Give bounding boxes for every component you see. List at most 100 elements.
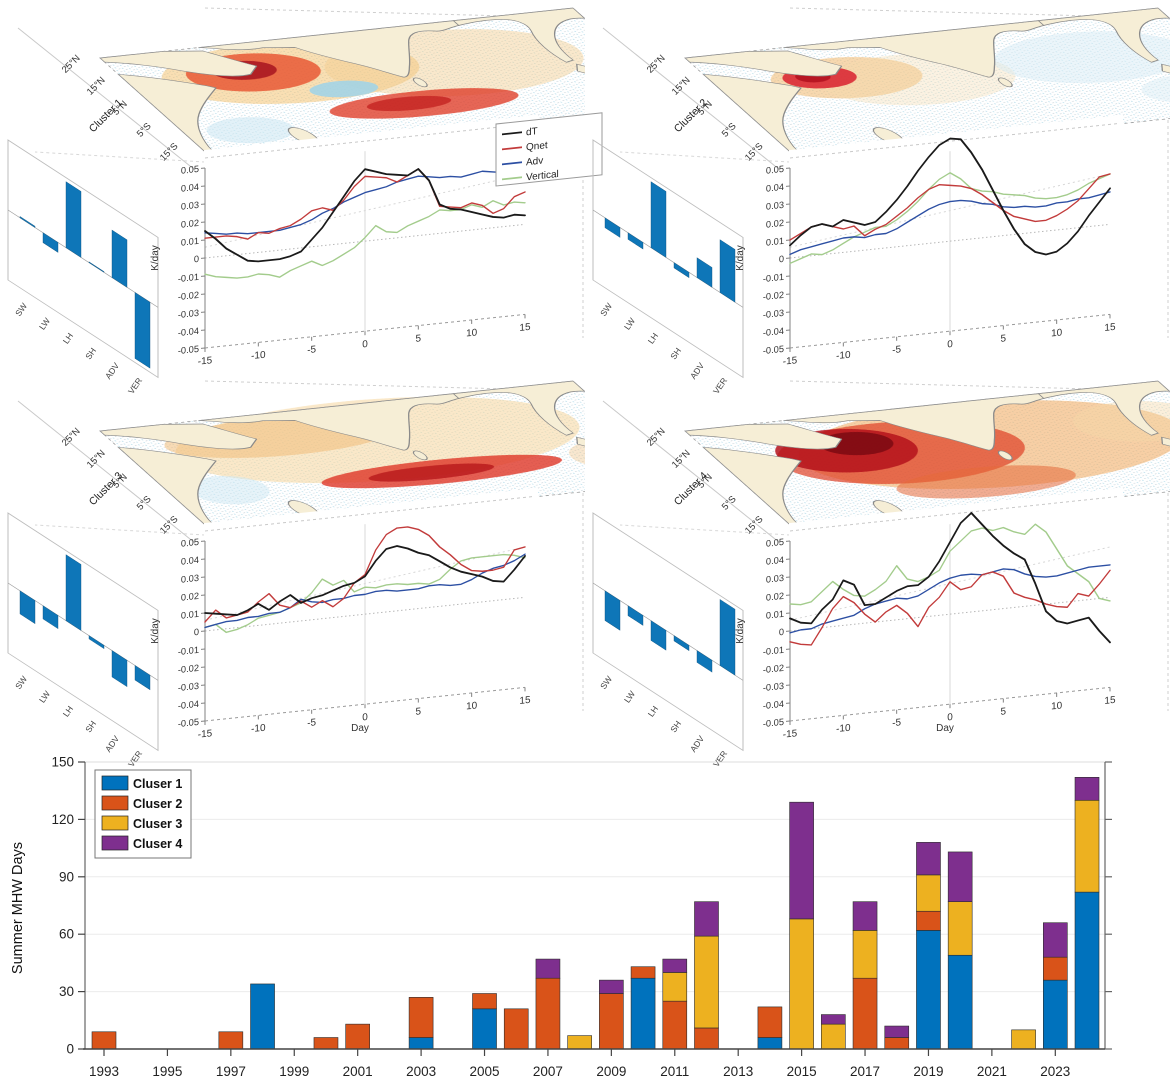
svg-text:2015: 2015: [787, 1064, 817, 1079]
timeseries-plot: 0.05 0.04 0.03 0.02 0.01 0 -0.01 -0.02 -0.03 -0.0…: [178, 488, 538, 741]
lat-label: 15°N: [85, 75, 108, 98]
map-face: [684, 7, 1170, 159]
svg-text:-0.03: -0.03: [763, 681, 784, 693]
svg-text:120: 120: [51, 812, 74, 827]
map-face: [99, 380, 585, 532]
svg-text:10: 10: [466, 700, 478, 712]
stacked-legend: Cluser 1 Cluser 2 Cluser 3 Cluser 4: [94, 769, 192, 859]
svg-text:5: 5: [1001, 333, 1007, 345]
svg-text:-0.05: -0.05: [178, 717, 199, 729]
svg-text:-5: -5: [307, 344, 316, 356]
svg-text:-5: -5: [892, 717, 901, 729]
lat-label: 15°N: [85, 448, 108, 471]
series-Vertical: [204, 200, 526, 279]
svg-text:0.04: 0.04: [766, 555, 784, 567]
svg-text:-0.04: -0.04: [763, 326, 784, 338]
stacked-bars-plot: 0 30 60 90 120 150 1993 1995 1997 1999 2001 2003 200…: [51, 755, 1112, 1079]
svg-text:2009: 2009: [596, 1064, 626, 1079]
svg-text:2005: 2005: [469, 1064, 499, 1079]
svg-text:-0.02: -0.02: [763, 663, 784, 675]
svg-text:-15: -15: [198, 355, 213, 368]
timeseries-plot: 0.05 0.04 0.03 0.02 0.01 0 -0.01 -0.02 -0.03 -0.0…: [178, 115, 538, 368]
svg-text:-0.05: -0.05: [763, 717, 784, 729]
svg-text:0.05: 0.05: [766, 537, 784, 549]
svg-text:SH: SH: [83, 346, 98, 361]
legend-line-adv: [502, 161, 522, 166]
lat-label: 15°S: [158, 514, 180, 536]
series-Vertical: [789, 172, 1111, 265]
legend-line-dT: [502, 131, 522, 136]
kday-axis-label: K/day: [150, 245, 161, 271]
map-face: [684, 380, 1170, 532]
legend-label-cluster4: Cluser 4: [133, 837, 182, 851]
legend-swatch-cluster2: [101, 795, 129, 811]
kday-axis-label: K/day: [735, 245, 746, 271]
svg-text:LH: LH: [646, 331, 660, 346]
svg-text:-10: -10: [251, 350, 266, 363]
svg-text:5: 5: [1001, 706, 1007, 718]
svg-text:0: 0: [362, 712, 368, 724]
series-Qnet: [789, 569, 1111, 646]
svg-text:-0.02: -0.02: [178, 663, 199, 675]
svg-text:1995: 1995: [152, 1064, 182, 1079]
svg-text:0: 0: [947, 339, 953, 351]
svg-text:-0.01: -0.01: [178, 272, 199, 284]
svg-text:1997: 1997: [216, 1064, 246, 1079]
svg-text:0.02: 0.02: [766, 591, 784, 603]
legend-label-cluster3: Cluser 3: [133, 817, 182, 831]
svg-text:30: 30: [59, 984, 74, 999]
svg-text:-0.02: -0.02: [763, 290, 784, 302]
svg-text:LH: LH: [646, 704, 660, 719]
series-legend: dT Qnet Adv Vertical: [495, 112, 603, 187]
svg-text:-0.03: -0.03: [763, 308, 784, 320]
series-Adv: [789, 564, 1111, 634]
svg-text:0.05: 0.05: [181, 164, 199, 176]
svg-text:90: 90: [59, 869, 74, 884]
svg-text:-0.02: -0.02: [178, 290, 199, 302]
svg-text:-15: -15: [783, 355, 798, 368]
legend-line-qnet: [502, 146, 522, 151]
svg-text:SW: SW: [598, 301, 614, 318]
svg-text:-10: -10: [836, 723, 851, 736]
legend-line-vertical: [502, 176, 522, 181]
lat-label: 15°N: [670, 75, 693, 98]
svg-text:0: 0: [194, 254, 199, 265]
svg-text:10: 10: [1051, 327, 1063, 339]
svg-text:60: 60: [59, 927, 74, 942]
lat-label: 25°N: [60, 426, 83, 449]
svg-text:-0.04: -0.04: [763, 699, 784, 711]
svg-text:0.03: 0.03: [181, 200, 199, 212]
svg-text:LW: LW: [37, 689, 52, 705]
legend-label-dT: dT: [526, 126, 538, 138]
svg-text:2013: 2013: [723, 1064, 753, 1079]
svg-text:2019: 2019: [913, 1064, 943, 1079]
svg-text:LW: LW: [37, 316, 52, 332]
svg-text:0.01: 0.01: [181, 236, 199, 248]
svg-text:10: 10: [466, 327, 478, 339]
svg-text:-10: -10: [251, 723, 266, 736]
svg-text:2011: 2011: [660, 1064, 689, 1079]
svg-text:0.05: 0.05: [181, 537, 199, 549]
svg-text:2021: 2021: [977, 1064, 1007, 1079]
svg-text:2017: 2017: [850, 1064, 880, 1079]
svg-text:2003: 2003: [406, 1064, 436, 1079]
svg-text:-0.01: -0.01: [763, 645, 784, 657]
mhw-y-axis-label: Summer MHW Days: [10, 842, 26, 974]
svg-text:0.02: 0.02: [181, 591, 199, 603]
series-dT: [204, 545, 526, 616]
svg-text:-5: -5: [307, 717, 316, 729]
series-Qnet: [204, 168, 526, 240]
svg-text:LW: LW: [622, 316, 637, 332]
svg-text:-0.05: -0.05: [763, 344, 784, 356]
svg-text:SH: SH: [83, 719, 98, 734]
svg-text:5: 5: [416, 333, 422, 345]
svg-text:0: 0: [194, 627, 199, 638]
svg-text:0.01: 0.01: [181, 609, 199, 621]
svg-text:-10: -10: [836, 350, 851, 363]
svg-text:0.04: 0.04: [181, 555, 199, 567]
kday-axis-label: K/day: [735, 618, 746, 644]
svg-text:0: 0: [947, 712, 953, 724]
